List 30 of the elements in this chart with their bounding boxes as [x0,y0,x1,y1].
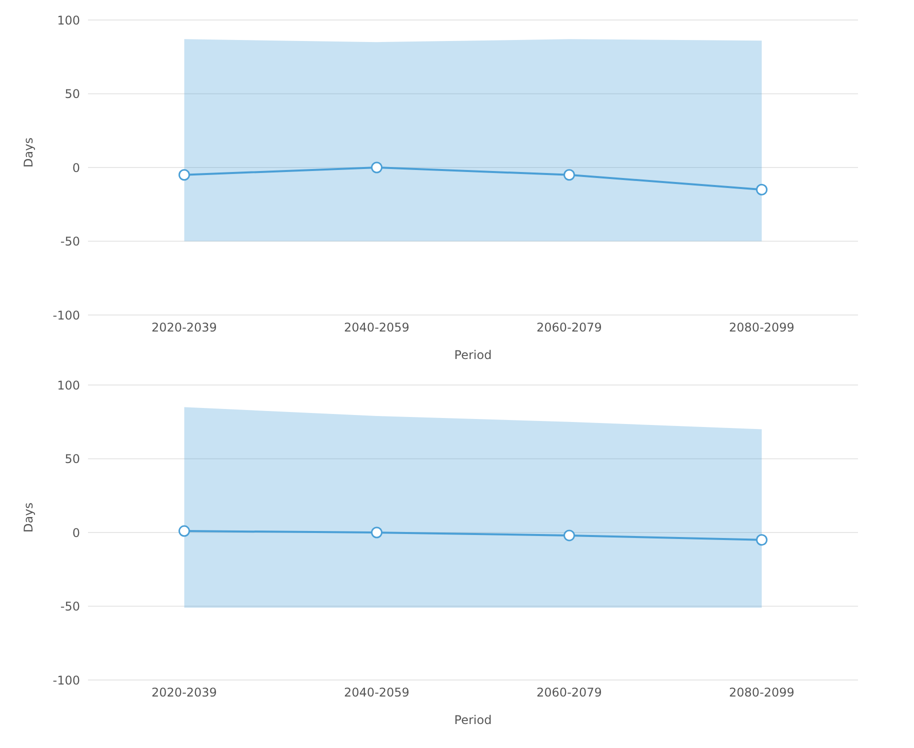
y-tick-label: 100 [57,378,80,392]
x-tick-label: 2060-2079 [536,320,602,335]
point [178,525,190,537]
y-tick-label: -50 [60,234,80,249]
x-tick-label: 2040-2059 [344,320,410,335]
y-tick-label: 50 [64,452,80,466]
y-tick-label: -100 [52,673,80,688]
y-tick-label: 100 [57,13,80,28]
point [371,162,382,174]
y-tick-label: 0 [72,526,80,540]
y-tick-label: 50 [64,87,80,102]
point [371,526,382,538]
y-tick-label: -50 [60,600,80,614]
x-tick-label: 2020-2039 [152,320,217,335]
point [564,530,575,542]
x-tick-label: 2060-2079 [536,686,602,700]
x-axis-title: Period [454,348,492,362]
point [178,169,190,181]
point [756,184,768,196]
y-tick-label: 0 [72,160,80,175]
x-tick-label: 2020-2039 [152,686,217,700]
x-axis-title: Period [454,713,492,727]
y-axis-title: Days [21,138,36,168]
x-tick-label: 2040-2059 [344,686,410,700]
y-axis-title: Days [21,502,36,532]
y-tick-label: -100 [52,308,80,322]
point [756,534,768,546]
x-tick-label: 2080-2099 [729,686,794,700]
point [564,169,575,181]
x-tick-label: 2080-2099 [729,320,794,335]
